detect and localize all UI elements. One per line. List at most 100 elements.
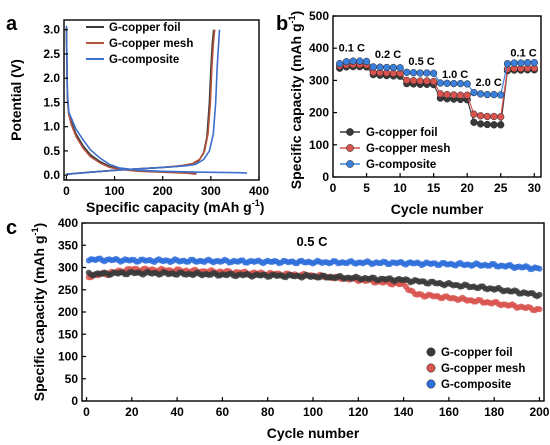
panel-b-point bbox=[517, 59, 525, 67]
panel-b-point bbox=[342, 58, 351, 66]
panel-a-xtick-label: 300 bbox=[201, 184, 221, 198]
panel-b-point bbox=[403, 76, 411, 85]
panel-a-curve-discharge-2 bbox=[65, 25, 248, 174]
panel-b-point bbox=[497, 113, 505, 121]
panel-c-xlabel: Cycle number bbox=[267, 425, 360, 441]
panel-c-marks bbox=[85, 255, 543, 314]
panel-c-ytick-label: 0 bbox=[71, 394, 78, 408]
panel-b-point bbox=[409, 69, 418, 77]
panel-b-rate-labels: 0.1 C 0.2 C 0.5 C 1.0 C 2.0 C 0.1 C bbox=[339, 42, 537, 89]
panel-b-point bbox=[503, 60, 512, 68]
panel-b-point bbox=[456, 79, 465, 88]
panel-b-point bbox=[429, 77, 438, 86]
panel-c-ytick-label: 300 bbox=[58, 261, 78, 275]
panel-b-point bbox=[429, 69, 438, 77]
panel-c-xtick-label: 0 bbox=[83, 405, 90, 419]
panel-b-xtick-label: 0 bbox=[330, 181, 337, 195]
panel-b-point bbox=[470, 118, 478, 126]
panel-b-legend-label: G-composite bbox=[366, 159, 436, 171]
panel-b-point bbox=[483, 112, 491, 121]
panel-b-ytick-label: 400 bbox=[309, 41, 329, 55]
panel-letter-c: c bbox=[6, 217, 17, 239]
panel-c-xtick-label: 20 bbox=[125, 405, 139, 419]
panel-b-point bbox=[403, 68, 411, 76]
panel-b-legend: G-copper foil G-copper mesh G-composite bbox=[340, 127, 450, 171]
panel-b-point bbox=[349, 57, 357, 65]
panel-c-ticks: 0 20 40 60 80 100 120 140 160 180 200 0 50 100 150 200 2… bbox=[58, 216, 550, 419]
panel-c-xtick-label: 160 bbox=[439, 405, 459, 419]
panel-b-point bbox=[409, 77, 418, 85]
panel-b-point bbox=[463, 91, 471, 99]
panel-b-xtick-label: 5 bbox=[363, 181, 370, 195]
panel-b-point bbox=[362, 57, 371, 66]
panel-c-ytick-label: 200 bbox=[58, 305, 78, 319]
panel-b-xtick-label: 20 bbox=[461, 181, 475, 195]
panel-c-ytick-label: 400 bbox=[58, 216, 78, 230]
panel-b-point bbox=[530, 59, 538, 67]
panel-b-point bbox=[463, 80, 471, 88]
panel-b-point bbox=[470, 110, 478, 118]
panel-b-rate-label: 0.5 C bbox=[408, 56, 434, 68]
panel-c-xtick-label: 80 bbox=[261, 405, 275, 419]
panel-b-legend-marker bbox=[346, 144, 354, 152]
panel-c-legend-label: G-copper mesh bbox=[441, 363, 525, 375]
panel-b-legend-marker bbox=[346, 160, 354, 168]
panel-c-point bbox=[536, 265, 543, 272]
panel-c-ytick-label: 250 bbox=[58, 283, 78, 297]
panel-b-point bbox=[470, 88, 478, 97]
panel-a-xtick-label: 200 bbox=[153, 184, 173, 198]
panel-a-legend-label: G-copper mesh bbox=[109, 38, 193, 50]
panel-b-point bbox=[450, 79, 458, 88]
panel-b-ylabel: Specific capacity (mAh g-1) bbox=[287, 11, 304, 189]
panel-a-xtick-label: 400 bbox=[249, 184, 269, 198]
panel-a-xlabel: Specific capacity (mAh g-1) bbox=[86, 198, 264, 215]
panel-b-legend-label: G-copper mesh bbox=[366, 143, 450, 155]
panel-b-legend-marker bbox=[346, 128, 354, 136]
panel-c-ytick-label: 150 bbox=[58, 327, 78, 341]
panel-b-point bbox=[510, 59, 518, 67]
panel-c-legend-marker bbox=[426, 363, 436, 373]
panel-b-point bbox=[476, 120, 485, 128]
panel-a-xtick-label: 0 bbox=[63, 184, 70, 198]
panel-b-point bbox=[483, 90, 491, 99]
panel-c-ytick-label: 350 bbox=[58, 238, 78, 252]
panel-b-xtick-label: 10 bbox=[393, 181, 407, 195]
panel-b-point bbox=[336, 60, 344, 68]
panel-a-ytick-label: 0.0 bbox=[43, 168, 60, 182]
panel-c-xtick-label: 60 bbox=[216, 405, 230, 419]
panel-b-point bbox=[356, 57, 364, 65]
panel-c-xtick-label: 200 bbox=[529, 405, 549, 419]
panel-b-point bbox=[483, 120, 491, 129]
panel-b-point bbox=[389, 63, 398, 72]
panel-b-point bbox=[476, 112, 485, 120]
panel-c-chart: 0 20 40 60 80 100 120 140 160 180 200 0 50 100 150 200 2… bbox=[30, 216, 550, 441]
panel-b-ytick-label: 300 bbox=[309, 73, 329, 87]
panel-b-point bbox=[443, 90, 451, 99]
panel-b-xlabel: Cycle number bbox=[391, 201, 484, 217]
panel-b-xtick-label: 15 bbox=[427, 181, 441, 195]
panel-b-ytick-label: 0 bbox=[322, 170, 329, 184]
panel-a-ytick-label: 2.0 bbox=[43, 71, 60, 85]
panel-b-ytick-label: 100 bbox=[309, 138, 329, 152]
panel-b-rate-label: 0.1 C bbox=[510, 47, 536, 59]
panel-c-ylabel: Specific capacity (mAh g-1) bbox=[30, 223, 47, 401]
panel-c-xtick-label: 120 bbox=[348, 405, 368, 419]
panel-c-legend: G-copper foil G-copper mesh G-composite bbox=[426, 347, 525, 391]
panel-a-ticks: 0 100 200 300 400 0.0 0.5 1.0 1.5 2.0 2.5 3.0 bbox=[43, 23, 269, 198]
panel-c-legend-label: G-copper foil bbox=[441, 347, 513, 359]
panel-a-legend: G-copper foil G-copper mesh G-composite bbox=[86, 22, 193, 66]
panel-letter-a: a bbox=[6, 13, 18, 35]
panel-c-xtick-label: 40 bbox=[170, 405, 184, 419]
panel-b-rate-label: 0.2 C bbox=[375, 49, 401, 61]
panel-b-ytick-label: 200 bbox=[309, 106, 329, 120]
panel-b-rate-label: 2.0 C bbox=[476, 77, 502, 89]
panel-a-marks bbox=[65, 25, 248, 175]
panel-b-point bbox=[423, 77, 431, 85]
panel-c-xtick-label: 140 bbox=[394, 405, 414, 419]
panel-b-point bbox=[423, 69, 431, 77]
panel-c-legend-marker bbox=[426, 379, 436, 389]
panel-b-point bbox=[450, 91, 458, 99]
panel-c-point bbox=[536, 306, 543, 313]
